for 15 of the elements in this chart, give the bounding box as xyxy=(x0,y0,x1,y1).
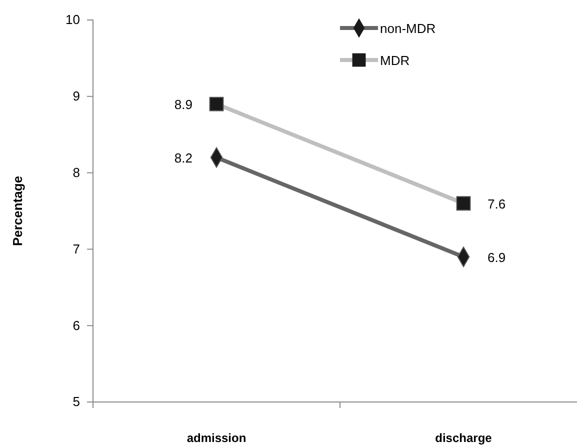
y-tick-label: 6 xyxy=(72,318,80,333)
legend-label: non-MDR xyxy=(380,21,436,36)
data-label: 7.6 xyxy=(488,196,506,212)
legend-label: MDR xyxy=(380,53,410,68)
x-tick-label: admission xyxy=(186,431,246,445)
data-label: 6.9 xyxy=(488,250,506,265)
y-tick-label: 9 xyxy=(72,88,80,104)
data-label: 8.2 xyxy=(174,150,192,166)
y-tick-label: 8 xyxy=(72,164,80,180)
y-axis-title: Percentage xyxy=(10,176,25,246)
y-tick-label: 10 xyxy=(66,12,80,28)
y-tick-label: 5 xyxy=(72,394,80,410)
y-tick-label: 7 xyxy=(72,241,80,256)
data-label: 8.9 xyxy=(174,97,192,112)
x-tick-label: discharge xyxy=(435,431,492,445)
